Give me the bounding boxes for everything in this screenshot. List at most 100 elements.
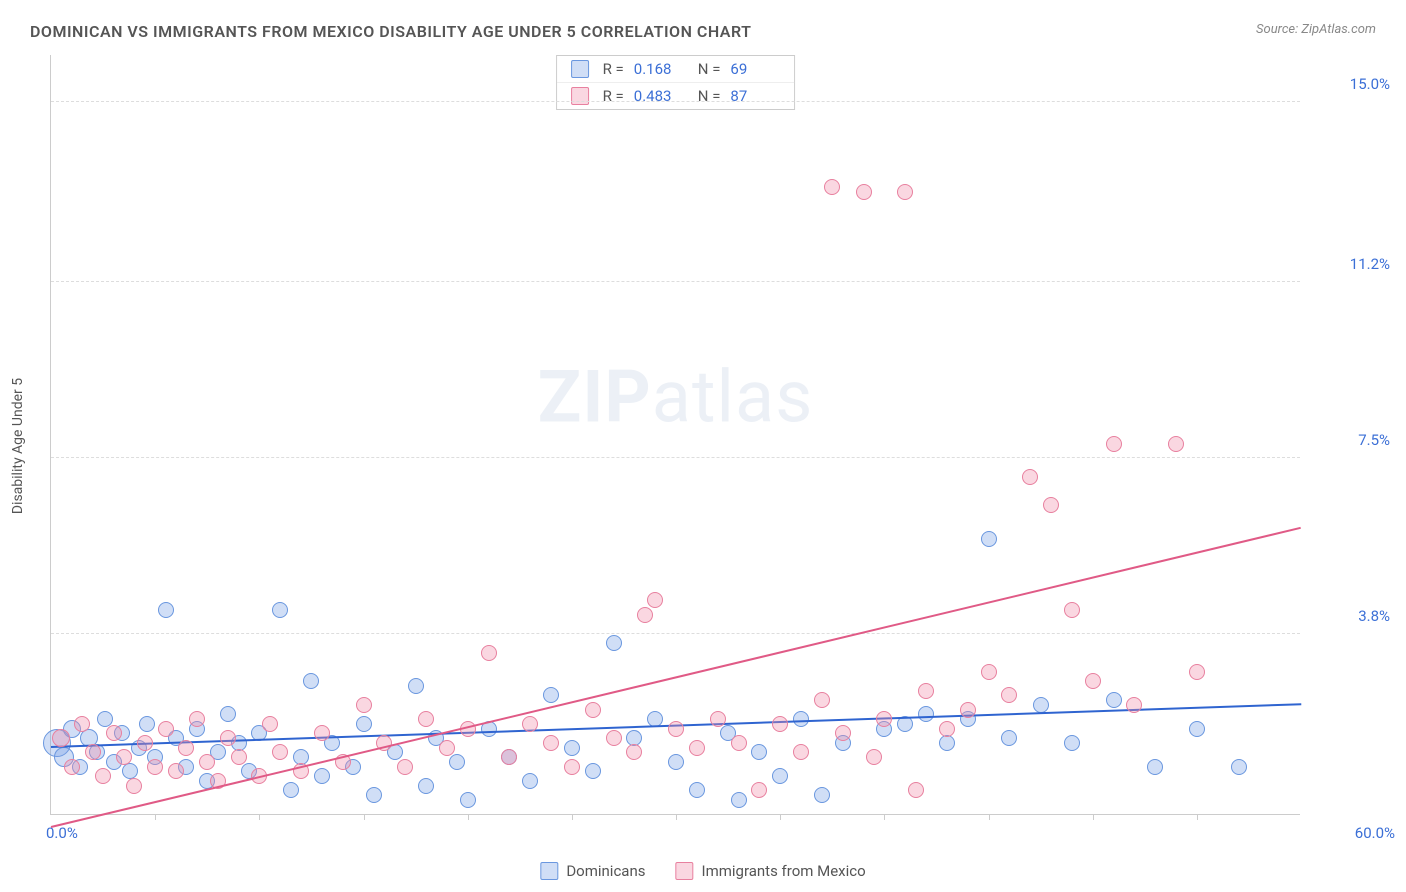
data-point-dominicans	[220, 706, 236, 722]
legend-label: Immigrants from Mexico	[701, 862, 865, 880]
correlation-stats-box: R =0.168N =69R =0.483N =87	[556, 55, 796, 110]
data-point-immigrants_mexico	[1022, 469, 1038, 485]
data-point-immigrants_mexico	[74, 716, 90, 732]
x-axis-tick	[1093, 814, 1094, 820]
data-point-immigrants_mexico	[262, 716, 278, 732]
r-label: R =	[603, 87, 624, 105]
data-point-immigrants_mexico	[85, 744, 101, 760]
data-point-immigrants_mexico	[824, 179, 840, 195]
data-point-immigrants_mexico	[772, 716, 788, 732]
data-point-immigrants_mexico	[647, 592, 663, 608]
data-point-dominicans	[460, 792, 476, 808]
data-point-immigrants_mexico	[668, 721, 684, 737]
legend: Dominicans Immigrants from Mexico	[540, 862, 865, 880]
data-point-immigrants_mexico	[220, 730, 236, 746]
data-point-immigrants_mexico	[793, 744, 809, 760]
data-point-dominicans	[585, 763, 601, 779]
data-point-dominicans	[1064, 735, 1080, 751]
data-point-immigrants_mexico	[876, 711, 892, 727]
legend-label: Dominicans	[566, 862, 645, 880]
data-point-immigrants_mexico	[314, 725, 330, 741]
data-point-dominicans	[1106, 692, 1122, 708]
data-point-immigrants_mexico	[158, 721, 174, 737]
data-point-dominicans	[731, 792, 747, 808]
n-value: 69	[730, 60, 780, 78]
data-point-dominicans	[981, 531, 997, 547]
stats-row-dominicans: R =0.168N =69	[557, 56, 795, 82]
data-point-dominicans	[314, 768, 330, 784]
data-point-dominicans	[606, 635, 622, 651]
data-point-immigrants_mexico	[939, 721, 955, 737]
data-point-immigrants_mexico	[356, 697, 372, 713]
data-point-immigrants_mexico	[418, 711, 434, 727]
data-point-immigrants_mexico	[689, 740, 705, 756]
y-axis-tick-label: 3.8%	[1310, 607, 1390, 625]
x-axis-tick	[884, 814, 885, 820]
data-point-dominicans	[366, 787, 382, 803]
data-point-dominicans	[814, 787, 830, 803]
data-point-dominicans	[1147, 759, 1163, 775]
data-point-immigrants_mexico	[626, 744, 642, 760]
data-point-immigrants_mexico	[908, 782, 924, 798]
data-point-dominicans	[668, 754, 684, 770]
data-point-dominicans	[139, 716, 155, 732]
legend-swatch-immigrants_mexico	[675, 862, 693, 880]
data-point-immigrants_mexico	[147, 759, 163, 775]
data-point-dominicans	[793, 711, 809, 727]
data-point-immigrants_mexico	[1168, 436, 1184, 452]
data-point-dominicans	[356, 716, 372, 732]
data-point-immigrants_mexico	[564, 759, 580, 775]
x-axis-tick	[259, 814, 260, 820]
data-point-immigrants_mexico	[501, 749, 517, 765]
legend-swatch-dominicans	[540, 862, 558, 880]
data-point-immigrants_mexico	[543, 735, 559, 751]
data-point-immigrants_mexico	[918, 683, 934, 699]
data-point-dominicans	[1033, 697, 1049, 713]
data-point-dominicans	[543, 687, 559, 703]
watermark: ZIPatlas	[538, 354, 814, 439]
gridline	[51, 457, 1300, 458]
data-point-immigrants_mexico	[835, 725, 851, 741]
data-point-dominicans	[418, 778, 434, 794]
data-point-dominicans	[772, 768, 788, 784]
n-label: N =	[698, 60, 721, 78]
data-point-immigrants_mexico	[866, 749, 882, 765]
data-point-dominicans	[283, 782, 299, 798]
x-axis-tick	[780, 814, 781, 820]
data-point-immigrants_mexico	[95, 768, 111, 784]
r-value: 0.168	[634, 60, 684, 78]
x-axis-max-label: 60.0%	[1355, 824, 1395, 842]
data-point-immigrants_mexico	[606, 730, 622, 746]
data-point-immigrants_mexico	[960, 702, 976, 718]
n-label: N =	[698, 87, 721, 105]
data-point-immigrants_mexico	[1064, 602, 1080, 618]
data-point-immigrants_mexico	[710, 711, 726, 727]
gridline	[51, 101, 1300, 102]
data-point-immigrants_mexico	[397, 759, 413, 775]
x-axis-tick	[364, 814, 365, 820]
data-point-dominicans	[303, 673, 319, 689]
x-axis-tick	[572, 814, 573, 820]
data-point-dominicans	[564, 740, 580, 756]
y-axis-tick-label: 7.5%	[1310, 431, 1390, 449]
data-point-dominicans	[689, 782, 705, 798]
source-attribution: Source: ZipAtlas.com	[1256, 22, 1376, 37]
x-axis-tick	[1197, 814, 1198, 820]
data-point-immigrants_mexico	[64, 759, 80, 775]
data-point-dominicans	[272, 602, 288, 618]
data-point-immigrants_mexico	[137, 735, 153, 751]
data-point-dominicans	[522, 773, 538, 789]
data-point-immigrants_mexico	[178, 740, 194, 756]
data-point-immigrants_mexico	[231, 749, 247, 765]
chart-title: DOMINICAN VS IMMIGRANTS FROM MEXICO DISA…	[30, 22, 751, 41]
data-point-dominicans	[939, 735, 955, 751]
data-point-immigrants_mexico	[751, 782, 767, 798]
data-point-immigrants_mexico	[189, 711, 205, 727]
data-point-immigrants_mexico	[585, 702, 601, 718]
data-point-immigrants_mexico	[52, 729, 70, 747]
data-point-dominicans	[1001, 730, 1017, 746]
data-point-dominicans	[408, 678, 424, 694]
data-point-immigrants_mexico	[1043, 497, 1059, 513]
data-point-dominicans	[751, 744, 767, 760]
data-point-dominicans	[158, 602, 174, 618]
